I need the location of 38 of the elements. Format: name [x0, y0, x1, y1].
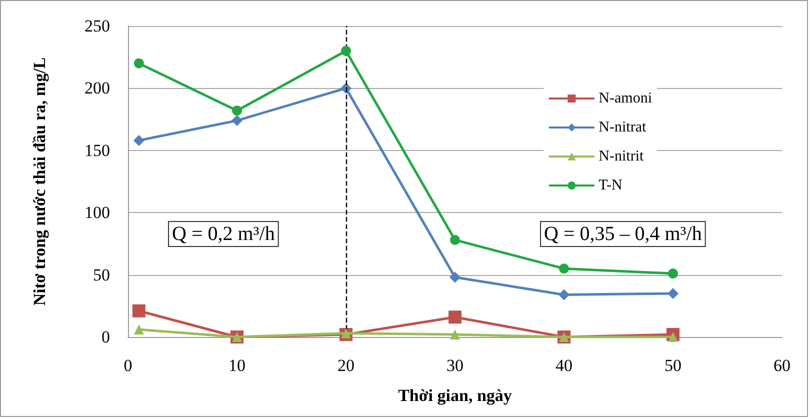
point: [448, 310, 462, 324]
y-tick-label: 0: [102, 328, 110, 346]
point: [232, 106, 242, 116]
point: [133, 134, 144, 146]
y-axis-title: Nitơ trong nước thải đầu ra, mg/L: [30, 57, 49, 306]
x-tick-label: 10: [228, 356, 246, 375]
point: [134, 58, 144, 68]
x-tick-label: 60: [774, 356, 790, 375]
legend-label: N-amoni: [598, 90, 652, 106]
y-tick-label: 100: [84, 203, 110, 222]
y-tick-label: 50: [93, 265, 110, 284]
point: [668, 268, 678, 279]
point: [668, 332, 678, 342]
y-tick-label: 200: [84, 78, 110, 98]
x-tick-label: 40: [556, 356, 572, 375]
point: [450, 272, 460, 283]
legend-label: T-N: [598, 178, 622, 194]
x-axis-title: Thời gian, ngày: [398, 386, 512, 405]
point: [558, 289, 570, 300]
annotation: Q = 0,35 – 0,4 m³/h: [544, 223, 702, 245]
point: [668, 288, 678, 299]
y-tick-label: 150: [84, 140, 110, 160]
legend-label: N-nitrat: [598, 120, 647, 136]
point: [450, 330, 460, 340]
point: [134, 324, 144, 335]
x-tick-label: 30: [446, 356, 464, 375]
point: [232, 115, 242, 126]
point: [341, 46, 351, 56]
y-tick-label: 250: [84, 16, 110, 36]
point: [341, 328, 351, 338]
x-tick-label: 20: [338, 356, 354, 375]
point: [559, 264, 569, 274]
annotation: Q = 0,2 m³/h: [172, 223, 275, 245]
x-tick-label: 50: [664, 356, 682, 375]
point: [132, 304, 146, 318]
x-tick-label: 0: [124, 356, 132, 375]
point: [450, 234, 460, 245]
legend-label: N-nitrit: [598, 148, 645, 164]
